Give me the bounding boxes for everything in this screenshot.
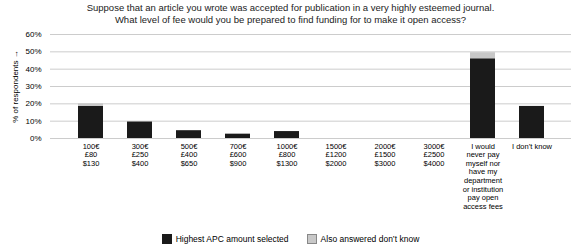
html-text:Highest APC amount selected: Highest APC amount selected bbox=[175, 234, 289, 244]
svg-text:10%: 10% bbox=[25, 117, 41, 126]
html-text:Suppose that an article you wr: Suppose that an article you wrote was ac… bbox=[86, 2, 495, 13]
svg-text:20%: 20% bbox=[25, 99, 41, 108]
svg-text:I wouldnever paymyself norhave: I wouldnever paymyself norhave mydepartm… bbox=[463, 142, 503, 211]
svg-text:3000€£2500$4000: 3000€£2500$4000 bbox=[424, 142, 446, 168]
svg-text:40%: 40% bbox=[25, 65, 41, 74]
svg-text:1000€£800$1300: 1000€£800$1300 bbox=[277, 142, 299, 168]
svg-text:2000€£1500$3000: 2000€£1500$3000 bbox=[375, 142, 397, 168]
svg-text:300€£250$400: 300€£250$400 bbox=[132, 142, 150, 168]
svg-text:500€£400$650: 500€£400$650 bbox=[181, 142, 199, 168]
svg-text:60%: 60% bbox=[25, 30, 41, 39]
svg-text:700€£600$900: 700€£600$900 bbox=[230, 142, 248, 168]
svg-text:0%: 0% bbox=[30, 134, 42, 143]
svg-text:% of respondents →: % of respondents → bbox=[11, 50, 20, 122]
html-text:Also answered don’t know: Also answered don’t know bbox=[320, 234, 420, 244]
svg-text:1500€£1200$2000: 1500€£1200$2000 bbox=[326, 142, 348, 168]
html-text:What level of fee would you be: What level of fee would you be prepared … bbox=[114, 14, 467, 25]
svg-text:I don’t know: I don’t know bbox=[512, 142, 553, 151]
svg-text:30%: 30% bbox=[25, 82, 41, 91]
svg-text:50%: 50% bbox=[25, 47, 41, 56]
svg-text:100€£80$130: 100€£80$130 bbox=[83, 142, 101, 168]
